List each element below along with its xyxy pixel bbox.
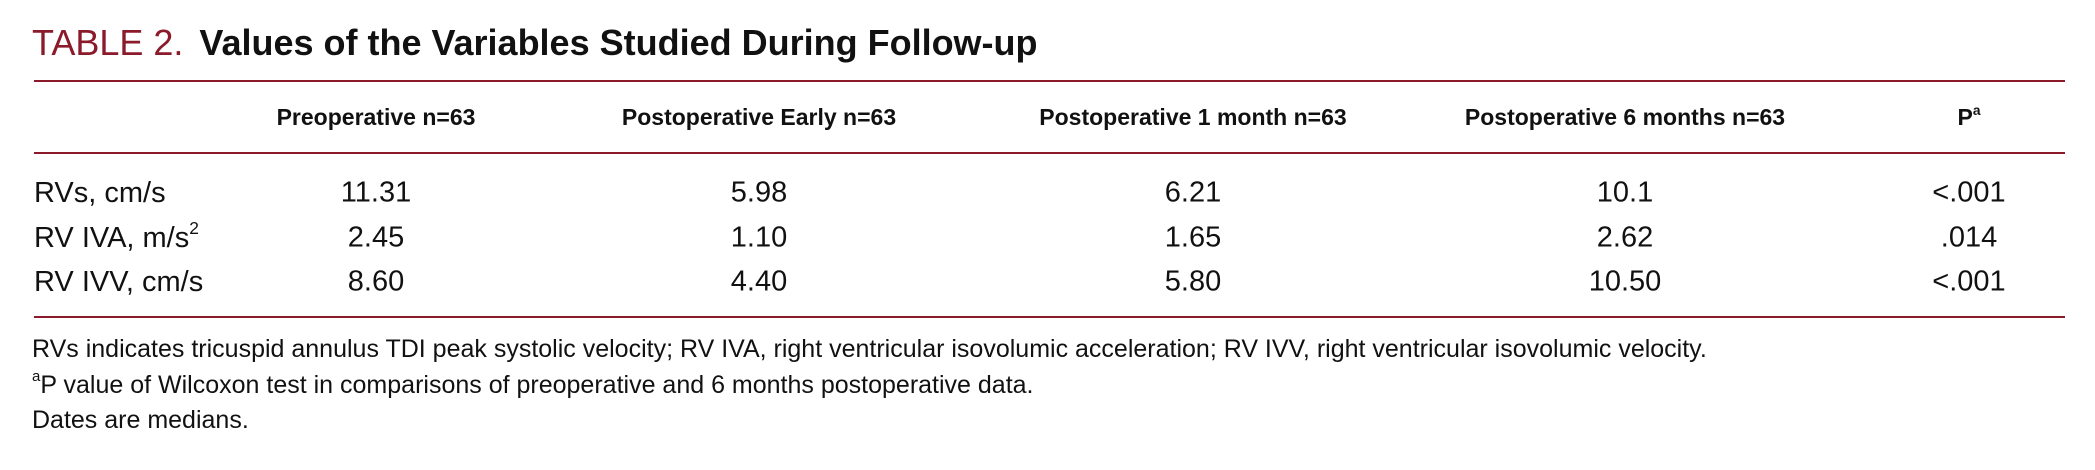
title-text: Values of the Variables Studied During F… <box>199 22 1037 63</box>
cell: 1.10 <box>731 222 787 254</box>
cell: 5.80 <box>1165 266 1221 298</box>
row-label-text: RV IVA, m/s <box>34 222 189 254</box>
cell: .014 <box>1941 222 1997 254</box>
footnote: RVs indicates tricuspid annulus TDI peak… <box>32 335 1707 363</box>
cell: 4.40 <box>731 266 787 298</box>
row-label-text: RV IVV, cm/s <box>34 266 203 298</box>
column-header-text: Postoperative 1 month n=63 <box>1039 104 1346 130</box>
column-header: Postoperative 1 month n=63 <box>1039 104 1346 130</box>
footnote-text: RVs indicates tricuspid annulus TDI peak… <box>32 335 1707 363</box>
cell: 10.1 <box>1597 177 1653 209</box>
table-title: TABLE 2. Values of the Variables Studied… <box>32 22 1038 63</box>
footnote: aP value of Wilcoxon test in comparisons… <box>32 368 1034 398</box>
cell: 1.65 <box>1165 222 1221 254</box>
column-header-text: P <box>1957 104 1972 130</box>
column-header-text: Preoperative n=63 <box>277 104 476 130</box>
row-label: RV IVV, cm/s <box>34 266 203 298</box>
cell: 2.62 <box>1597 222 1653 254</box>
cell: <.001 <box>1932 177 2005 209</box>
column-header: Pa <box>1957 103 1980 130</box>
superscript: 2 <box>189 218 199 238</box>
cell: 11.31 <box>341 177 411 209</box>
cell: <.001 <box>1932 266 2005 298</box>
cell: 8.60 <box>348 266 404 298</box>
cell: 2.45 <box>348 222 404 254</box>
cell: 5.98 <box>731 177 787 209</box>
footnote: Dates are medians. <box>32 406 249 434</box>
cell: 6.21 <box>1165 177 1221 209</box>
table-label: TABLE 2. <box>32 22 183 63</box>
superscript: a <box>32 368 41 385</box>
footnote-text: Dates are medians. <box>32 406 249 434</box>
row-label: RV IVA, m/s2 <box>34 218 199 254</box>
cell: 10.50 <box>1589 266 1662 298</box>
column-header: Postoperative 6 months n=63 <box>1465 104 1785 130</box>
footnote-text: P value of Wilcoxon test in comparisons … <box>40 371 1033 399</box>
column-header-text: Postoperative 6 months n=63 <box>1465 104 1785 130</box>
superscript: a <box>1973 103 1981 118</box>
row-label-text: RVs, cm/s <box>34 177 166 209</box>
column-header: Preoperative n=63 <box>277 104 476 130</box>
column-header-text: Postoperative Early n=63 <box>622 104 896 130</box>
column-header: Postoperative Early n=63 <box>622 104 896 130</box>
row-label: RVs, cm/s <box>34 177 166 209</box>
